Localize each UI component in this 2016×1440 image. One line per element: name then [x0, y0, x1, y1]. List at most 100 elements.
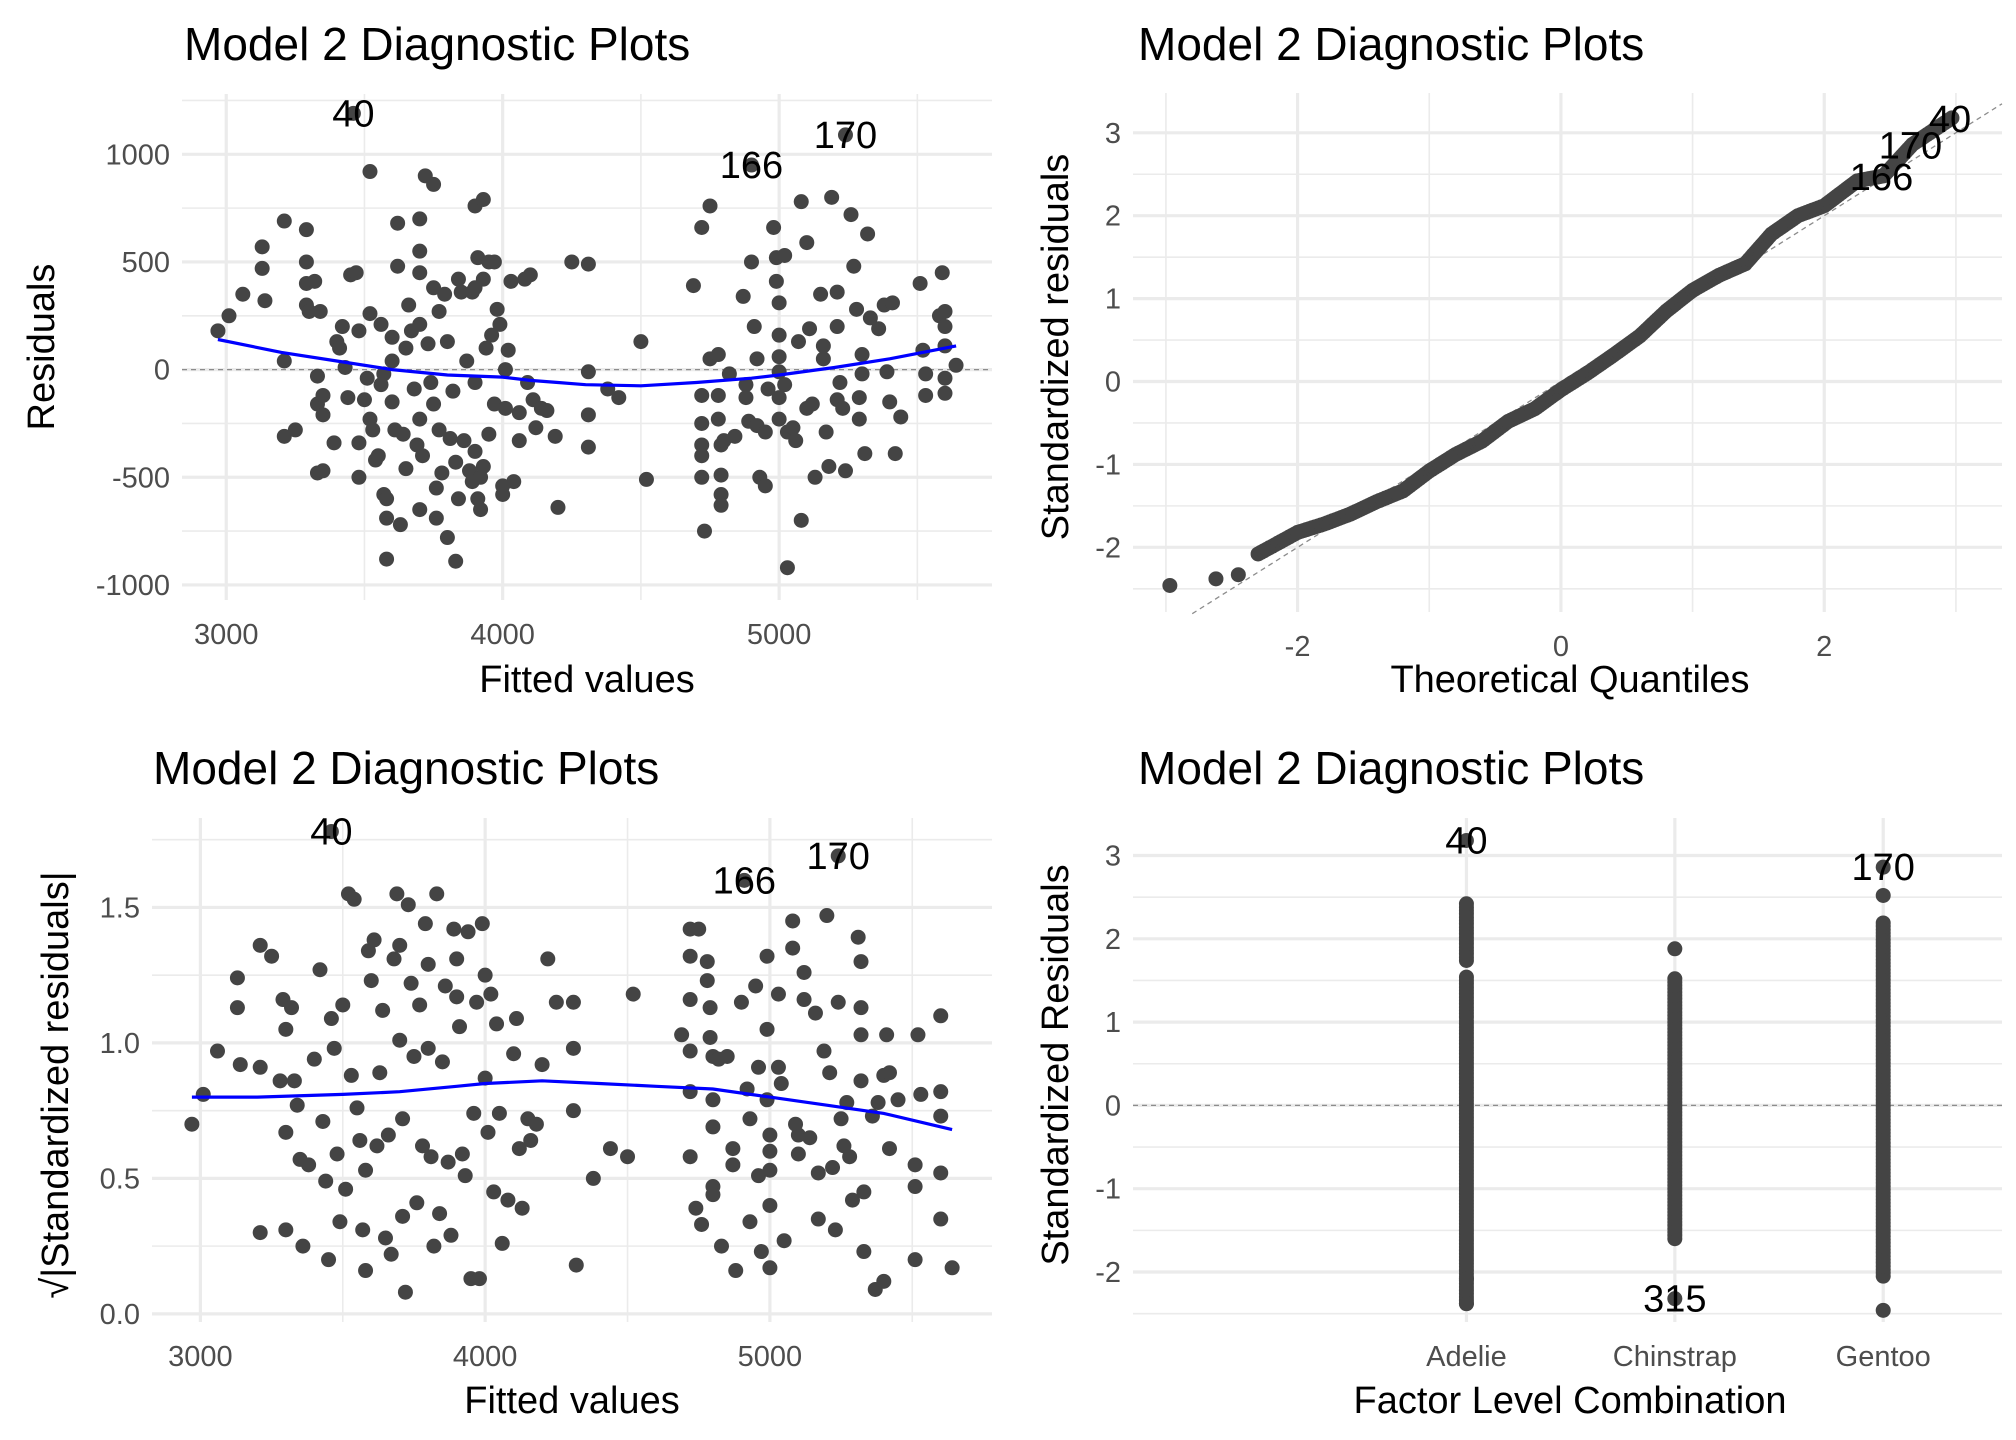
data-point	[503, 273, 519, 289]
data-point	[423, 375, 439, 391]
data-point	[511, 405, 527, 421]
data-point	[486, 254, 502, 270]
panel-scale-location: Model 2 Diagnostic Plots 40 166 170 0.0 0.5…	[35, 742, 992, 1422]
data-point	[431, 422, 447, 438]
outlier-label: 166	[713, 860, 776, 902]
data-point	[580, 439, 596, 455]
data-point	[437, 286, 453, 302]
outlier-point	[837, 127, 853, 143]
y-tick-label: -2	[1095, 532, 1121, 564]
data-point	[392, 1032, 408, 1048]
outlier-label: 170	[1852, 847, 1915, 889]
data-point	[849, 301, 865, 317]
data-point	[879, 364, 895, 380]
data-point	[443, 1227, 459, 1243]
data-point	[796, 964, 812, 980]
data-point	[770, 986, 786, 1002]
data-point	[633, 334, 649, 350]
data-point	[323, 1011, 339, 1027]
data-point	[910, 1027, 926, 1043]
data-point	[842, 1149, 858, 1165]
data-point	[771, 295, 787, 311]
data-point	[844, 1192, 860, 1208]
data-point	[694, 415, 710, 431]
data-point	[822, 1065, 838, 1081]
data-point	[366, 932, 382, 948]
data-point	[221, 308, 237, 324]
data-point	[528, 1116, 544, 1132]
outlier-label: 170	[814, 115, 877, 157]
data-point	[702, 198, 718, 214]
data-point	[802, 321, 818, 337]
data-point	[254, 260, 270, 276]
data-point	[351, 435, 367, 451]
data-point	[321, 1252, 337, 1268]
data-point	[1667, 941, 1683, 957]
data-point	[473, 502, 489, 518]
data-point	[497, 400, 513, 416]
data-point	[713, 497, 729, 513]
data-point	[818, 424, 834, 440]
data-point	[475, 459, 491, 475]
data-point	[611, 390, 627, 406]
category-points-adelie	[1458, 832, 1474, 1312]
data-point	[694, 1216, 710, 1232]
data-point	[694, 448, 710, 464]
data-point	[252, 937, 268, 953]
data-point	[937, 385, 953, 401]
data-point	[334, 319, 350, 335]
data-point	[710, 387, 726, 403]
data-point	[534, 1057, 550, 1073]
data-point	[351, 323, 367, 339]
data-point	[580, 407, 596, 423]
data-point	[511, 433, 527, 449]
data-point	[384, 353, 400, 369]
data-point	[1458, 832, 1474, 848]
data-point	[252, 1059, 268, 1075]
data-point	[506, 1046, 522, 1062]
x-tick-label: Gentoo	[1836, 1341, 1931, 1373]
data-point	[771, 411, 787, 427]
outlier-label: 170	[807, 836, 870, 878]
data-point	[295, 1238, 311, 1254]
data-point	[278, 1222, 294, 1238]
data-point	[301, 303, 317, 319]
data-point	[456, 433, 472, 449]
data-point	[1875, 1302, 1891, 1318]
data-point	[762, 1162, 778, 1178]
data-point	[773, 1076, 789, 1092]
data-point	[426, 176, 442, 192]
y-tick-label: 1	[1105, 1007, 1121, 1039]
x-axis-title: Fitted values	[464, 1380, 679, 1422]
data-point	[386, 951, 402, 967]
y-tick-label: 1.0	[100, 1028, 140, 1060]
data-point	[432, 1206, 448, 1222]
data-point	[759, 948, 775, 964]
data-point	[276, 213, 292, 229]
data-point	[793, 512, 809, 528]
x-tick-label: 3000	[168, 1341, 233, 1373]
category-points-chinstrap	[1667, 941, 1683, 1307]
x-tick-label: 0	[1553, 631, 1569, 663]
data-point	[907, 1157, 923, 1173]
data-point	[746, 319, 762, 335]
data-point	[710, 347, 726, 363]
data-point	[315, 1113, 331, 1129]
data-point	[362, 306, 378, 322]
data-point	[412, 265, 428, 281]
grid	[1133, 818, 2002, 1322]
data-point	[359, 370, 375, 386]
data-point	[785, 940, 801, 956]
data-point	[426, 1238, 442, 1254]
data-point	[356, 392, 372, 408]
data-point	[788, 433, 804, 449]
data-point	[332, 340, 348, 356]
qq-point	[1944, 110, 1960, 126]
y-tick-label: 1.5	[100, 892, 140, 924]
x-tick-label: Chinstrap	[1613, 1341, 1737, 1373]
y-tick-label: -1	[1095, 449, 1121, 481]
data-point	[523, 1132, 539, 1148]
data-point	[412, 997, 428, 1013]
data-point	[340, 390, 356, 406]
data-point	[694, 437, 710, 453]
